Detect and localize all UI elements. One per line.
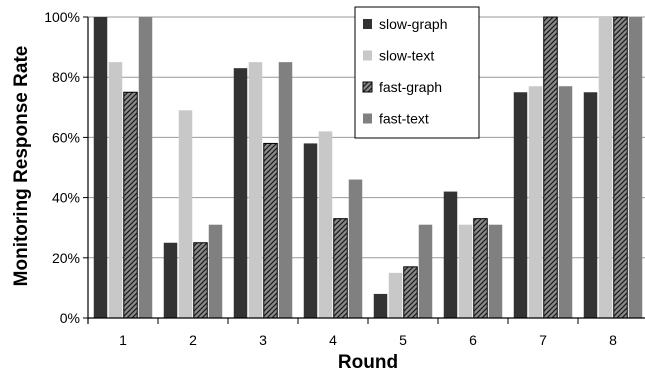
bar-fast-text-round-4 (348, 179, 363, 318)
y-axis-title: Monitoring Response Rate (11, 46, 32, 287)
legend-box (354, 6, 480, 139)
x-tick-label: 6 (469, 332, 477, 348)
bar-fast-text-round-8 (628, 17, 643, 318)
legend: slow-graph slow-text fast-graph fast-text (354, 6, 480, 139)
bar-fast-text-round-2 (208, 224, 223, 318)
y-tick-label: 80% (52, 69, 80, 85)
bar-slow-graph-round-7 (513, 92, 528, 318)
y-tick-label: 40% (52, 190, 80, 206)
bar-slow-graph-round-5 (373, 293, 388, 318)
bar-fast-graph-round-4 (333, 218, 348, 319)
tick-labels: 0% 20% 40% 60% 80% 100% 1 2 3 4 5 6 7 8 (44, 9, 617, 348)
bar-slow-graph-round-4 (303, 143, 318, 318)
bar-fast-graph-round-1 (123, 91, 138, 319)
x-tick-label: 3 (259, 332, 267, 348)
bar-slow-graph-round-8 (583, 92, 598, 318)
legend-swatch-fast-text (363, 113, 372, 124)
bar-fast-graph-round-3 (263, 142, 278, 319)
legend-swatch-slow-graph (363, 19, 372, 29)
y-tick-label: 20% (52, 250, 80, 266)
bar-fast-graph-round-5 (403, 266, 418, 319)
axes (83, 16, 645, 324)
y-tick-label: 0% (60, 310, 80, 326)
x-tick-label: 7 (539, 332, 547, 348)
bar-fast-graph-round-6 (473, 218, 488, 319)
bar-fast-graph-round-2 (193, 242, 208, 319)
legend-label-slow-text: slow-text (379, 48, 434, 64)
bar-fast-text-round-3 (278, 62, 293, 319)
bar-slow-graph-round-3 (233, 68, 248, 318)
bar-fast-text-round-1 (138, 17, 153, 318)
bar-slow-text-round-3 (248, 62, 263, 319)
bar-slow-graph-round-6 (443, 191, 458, 318)
bar-fast-text-round-6 (488, 224, 503, 318)
bar-slow-text-round-8 (598, 17, 613, 318)
x-tick-label: 8 (609, 332, 617, 348)
bar-slow-text-round-2 (178, 110, 193, 318)
bar-slow-text-round-1 (108, 62, 123, 319)
bars (93, 16, 643, 319)
legend-label-fast-text: fast-text (379, 111, 429, 127)
legend-swatch-slow-text (363, 50, 372, 61)
x-tick-label: 5 (399, 332, 407, 348)
bar-slow-text-round-7 (528, 86, 543, 318)
bar-slow-text-round-5 (388, 272, 403, 318)
x-tick-label: 2 (189, 332, 197, 348)
legend-label-fast-graph: fast-graph (379, 79, 442, 95)
bar-fast-text-round-7 (558, 86, 573, 318)
legend-label-slow-graph: slow-graph (379, 16, 447, 32)
bar-slow-graph-round-2 (163, 242, 178, 318)
bar-fast-graph-round-7 (543, 16, 558, 319)
bar-slow-text-round-6 (458, 224, 473, 318)
bar-fast-text-round-5 (418, 224, 433, 318)
y-tick-label: 60% (52, 129, 80, 145)
bar-slow-graph-round-1 (93, 17, 108, 318)
bar-fast-graph-round-8 (613, 16, 628, 319)
x-tick-label: 1 (119, 332, 127, 348)
y-tick-label: 100% (44, 9, 80, 25)
x-tick-label: 4 (329, 332, 337, 348)
bar-slow-text-round-4 (318, 131, 333, 318)
x-axis-title: Round (338, 352, 398, 373)
legend-swatch-fast-graph (362, 81, 373, 93)
